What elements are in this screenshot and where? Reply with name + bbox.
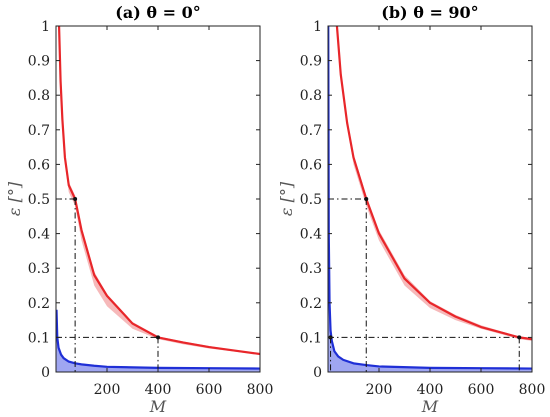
y-tick-label: 0.5 xyxy=(28,192,50,208)
series-blue-band xyxy=(56,309,260,372)
reference-point xyxy=(364,197,369,201)
x-tick-label: 400 xyxy=(417,382,444,398)
x-tick-label: 800 xyxy=(247,382,274,398)
y-tick-label: 0.8 xyxy=(300,88,322,104)
y-tick-label: 0.8 xyxy=(28,88,50,104)
y-axis-label: ε [°] xyxy=(5,181,24,216)
y-tick-label: 0.4 xyxy=(300,227,322,243)
y-axis-label: ε [°] xyxy=(277,181,296,216)
y-tick-label: 0.2 xyxy=(28,296,50,312)
plot-area xyxy=(56,26,260,372)
panel-b: 0 0.1 0.2 0.3 0.4 0.5 0.6 0.7 0.8 0.9 1 200 400 600 80… xyxy=(277,3,545,416)
x-axis-label: M xyxy=(421,397,439,416)
series-blue-line xyxy=(328,26,532,370)
y-tick-label: 0.4 xyxy=(28,227,50,243)
panel-title: (b) θ = 90° xyxy=(381,3,478,22)
y-tick-label: 0.9 xyxy=(300,54,322,70)
plot-area xyxy=(328,26,532,372)
panel-title: (a) θ = 0° xyxy=(115,3,200,22)
axes-frame xyxy=(55,25,261,373)
x-tick-label: 400 xyxy=(145,382,172,398)
x-tick-label: 200 xyxy=(94,382,121,398)
y-tick-label: 0.7 xyxy=(300,123,322,139)
x-axis-label: M xyxy=(149,397,167,416)
y-tick-label: 1 xyxy=(41,19,50,35)
y-tick-label: 0.1 xyxy=(300,330,322,346)
y-tick-label: 0.1 xyxy=(28,330,50,346)
y-tick-label: 0.5 xyxy=(300,192,322,208)
x-tick-label: 800 xyxy=(519,382,546,398)
reference-point xyxy=(156,335,160,340)
y-tick-label: 0.6 xyxy=(300,157,322,173)
y-tick-label: 0.7 xyxy=(28,123,50,139)
y-tick-label: 0 xyxy=(313,365,322,381)
y-tick-label: 1 xyxy=(313,19,322,35)
y-tick-label: 0.3 xyxy=(28,261,50,277)
x-tick-label: 200 xyxy=(366,382,393,398)
x-tick-label: 600 xyxy=(468,382,495,398)
series-red-band xyxy=(59,26,260,355)
panel-a: 0 0.1 0.2 0.3 0.4 0.5 0.6 0.7 0.8 0.9 1 200 400 600 80… xyxy=(5,3,273,416)
x-tick-label: 600 xyxy=(196,382,223,398)
reference-point xyxy=(73,197,78,201)
y-tick-label: 0.2 xyxy=(300,296,322,312)
y-tick-label: 0.9 xyxy=(28,54,50,70)
y-tick-label: 0.6 xyxy=(28,157,50,173)
y-tick-label: 0 xyxy=(41,365,50,381)
reference-point xyxy=(517,335,522,340)
series-red-line xyxy=(57,26,260,356)
series-red-line xyxy=(335,26,532,341)
y-tick-label: 0.3 xyxy=(300,261,322,277)
